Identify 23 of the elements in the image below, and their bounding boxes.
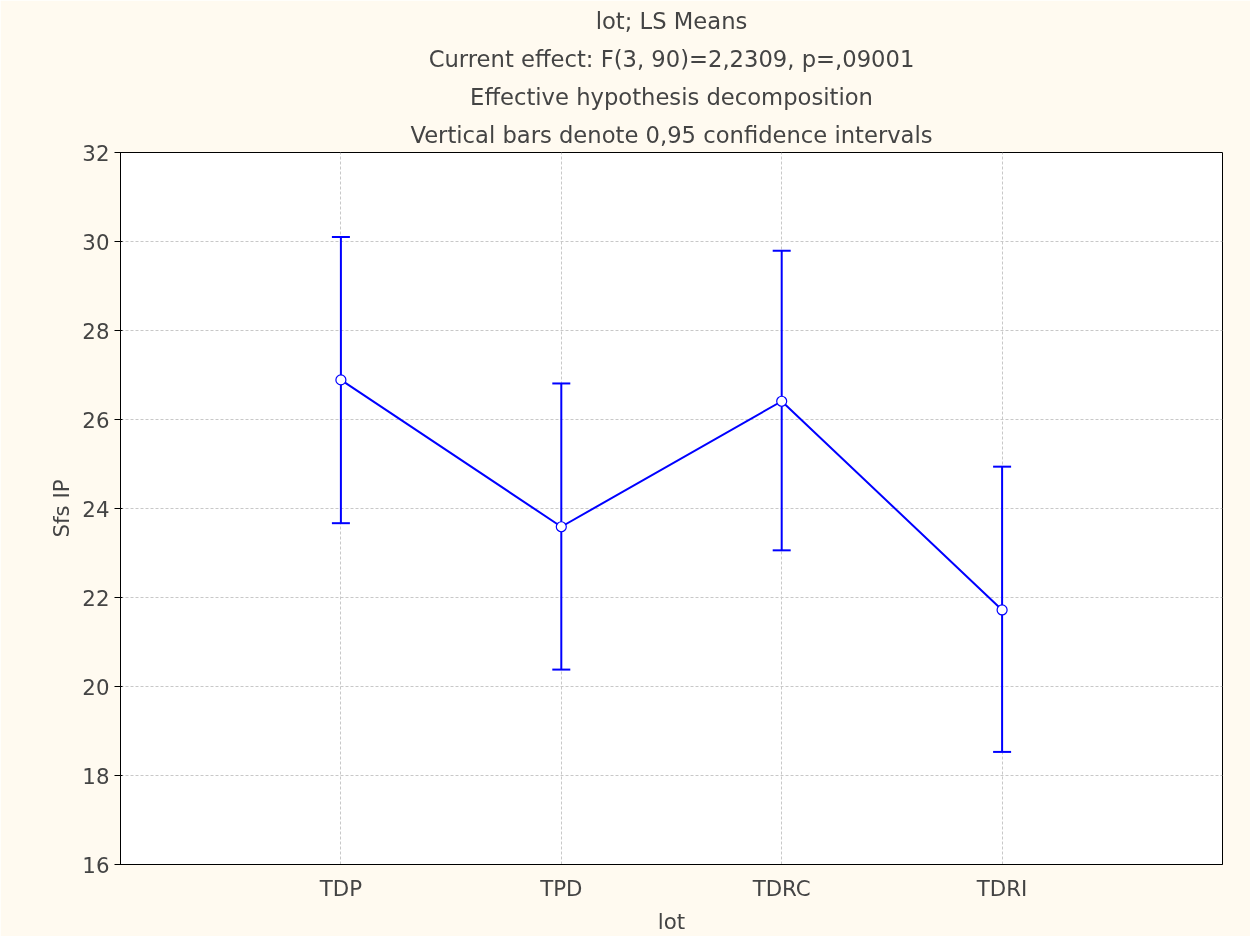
y-tick-label: 32 [82,140,110,166]
point [555,521,567,533]
y-tick-label: 24 [82,496,110,522]
x-tick-label: TDRI [975,875,1028,901]
y-tick-label: 16 [82,852,110,878]
chart-subtitle: Current effect: F(3, 90)=2,2309, p=,09001 [428,45,915,72]
chart-title: lot; LS Means [595,7,748,34]
x-tick-label: TPD [539,875,583,901]
y-tick-label: 26 [82,407,110,433]
y-tick-label: 22 [82,585,110,611]
point [776,395,788,407]
y-tick-label: 20 [82,674,110,700]
text: Effective hypothesis decomposition [470,83,873,110]
x-axis-title: lot [657,908,686,934]
y-tick-label: 28 [82,318,110,344]
x-tick-label: TDRC [751,875,811,901]
y-axis-title: Sfs IP [49,479,75,538]
x-tick-label: TDP [318,875,363,901]
y-tick-label: 30 [82,229,110,255]
point [335,374,347,386]
y-tick-label: 18 [82,763,110,789]
text: Vertical bars denote 0,95 confidence intervals [410,121,933,148]
point [996,604,1008,616]
